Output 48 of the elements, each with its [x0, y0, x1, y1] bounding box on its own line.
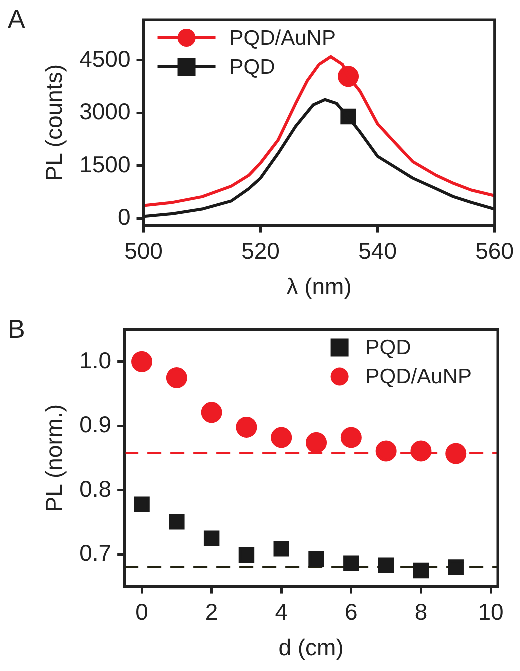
point [410, 440, 432, 462]
point [308, 551, 324, 568]
point [236, 416, 258, 438]
y-tick-label: 0.9 [80, 412, 112, 438]
y-tick-label: 1.0 [80, 347, 112, 374]
point [132, 351, 153, 372]
x-tick-label: 520 [242, 238, 280, 264]
x-tick-label: 10 [478, 598, 504, 625]
point [448, 560, 464, 576]
point [274, 541, 290, 557]
y-tick-label: 3000 [80, 98, 131, 125]
point [238, 547, 255, 564]
point [344, 556, 360, 572]
point [376, 440, 397, 462]
point [271, 427, 292, 448]
y-tick-label: 0 [118, 204, 131, 230]
y-tick-label: 0.8 [80, 476, 112, 502]
point [306, 432, 328, 454]
y-tick-label: 4500 [80, 46, 131, 72]
x-tick-label: 4 [275, 598, 288, 625]
x-tick-label: 0 [136, 598, 148, 625]
y-tick-label: 1500 [80, 151, 131, 178]
y-tick-label: 0.7 [80, 540, 112, 566]
x-tick-label: 500 [124, 238, 163, 264]
chart-title: B [8, 314, 26, 344]
point [446, 443, 467, 464]
y-axis-title: PL (counts) [41, 64, 68, 182]
x-tick-label: 560 [476, 238, 514, 264]
x-tick-label: 6 [345, 598, 358, 625]
point [201, 402, 222, 424]
x-tick-label: 2 [205, 598, 218, 625]
y-axis-title: PL (norm.) [41, 404, 68, 512]
x-axis-title: d (cm) [278, 634, 344, 661]
point [134, 496, 150, 512]
chart-title: A [8, 4, 26, 34]
legend-label: PQD [230, 56, 276, 79]
legend-label: PQD/AuNP [366, 366, 472, 389]
point [169, 514, 185, 530]
point [204, 530, 220, 546]
x-tick-label: 8 [414, 598, 428, 625]
point [413, 562, 430, 579]
point [166, 367, 188, 388]
legend-label: PQD [366, 336, 412, 360]
legend-label: PQD/AuNP [230, 26, 336, 50]
point [340, 427, 362, 448]
x-axis-title: λ (nm) [286, 274, 352, 300]
x-tick-label: 540 [358, 238, 397, 264]
point [378, 558, 394, 574]
